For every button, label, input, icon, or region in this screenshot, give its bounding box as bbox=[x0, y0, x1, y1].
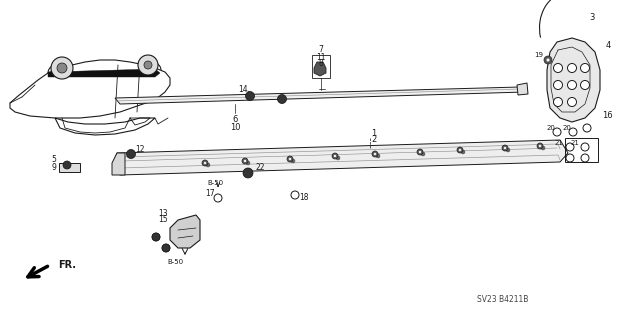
Circle shape bbox=[502, 145, 508, 151]
Text: 12: 12 bbox=[135, 145, 145, 154]
Circle shape bbox=[457, 147, 463, 153]
Circle shape bbox=[243, 168, 253, 178]
Text: 8: 8 bbox=[319, 58, 323, 68]
Circle shape bbox=[374, 153, 376, 155]
Text: 20: 20 bbox=[547, 125, 556, 131]
Circle shape bbox=[546, 58, 550, 62]
Circle shape bbox=[568, 80, 577, 90]
Text: 13: 13 bbox=[158, 209, 168, 218]
Circle shape bbox=[554, 63, 563, 72]
Circle shape bbox=[581, 143, 589, 151]
Circle shape bbox=[568, 63, 577, 72]
Circle shape bbox=[554, 98, 563, 107]
Circle shape bbox=[246, 92, 255, 100]
Polygon shape bbox=[517, 83, 528, 95]
Text: 21: 21 bbox=[571, 140, 579, 146]
Circle shape bbox=[421, 152, 425, 156]
Text: 7: 7 bbox=[319, 46, 323, 55]
Circle shape bbox=[461, 150, 465, 154]
Text: 19: 19 bbox=[534, 52, 543, 58]
Circle shape bbox=[583, 124, 591, 132]
Text: 15: 15 bbox=[158, 216, 168, 225]
Circle shape bbox=[63, 161, 71, 169]
Text: 11: 11 bbox=[316, 53, 326, 62]
Text: 4: 4 bbox=[605, 41, 611, 49]
Circle shape bbox=[206, 163, 210, 167]
Circle shape bbox=[291, 159, 295, 163]
Polygon shape bbox=[112, 153, 125, 175]
Polygon shape bbox=[48, 69, 160, 77]
Circle shape bbox=[544, 56, 552, 64]
Circle shape bbox=[419, 151, 421, 153]
Circle shape bbox=[162, 244, 170, 252]
Circle shape bbox=[336, 156, 340, 160]
Text: B-50: B-50 bbox=[207, 180, 223, 186]
Text: 1: 1 bbox=[371, 130, 376, 138]
Circle shape bbox=[580, 63, 589, 72]
Text: 10: 10 bbox=[230, 122, 240, 131]
Circle shape bbox=[202, 160, 208, 166]
Circle shape bbox=[57, 63, 67, 73]
Circle shape bbox=[566, 143, 574, 151]
Circle shape bbox=[51, 57, 73, 79]
Circle shape bbox=[568, 98, 577, 107]
Circle shape bbox=[581, 154, 589, 162]
Polygon shape bbox=[547, 38, 600, 122]
Circle shape bbox=[376, 154, 380, 158]
Circle shape bbox=[333, 155, 337, 157]
Polygon shape bbox=[55, 118, 155, 135]
Circle shape bbox=[289, 158, 291, 160]
Text: 22: 22 bbox=[255, 164, 265, 173]
Circle shape bbox=[539, 145, 541, 147]
Circle shape bbox=[580, 80, 589, 90]
Circle shape bbox=[537, 143, 543, 149]
Text: 14: 14 bbox=[238, 85, 248, 94]
Polygon shape bbox=[113, 140, 568, 175]
Text: B-50: B-50 bbox=[167, 259, 183, 265]
Circle shape bbox=[372, 151, 378, 157]
Circle shape bbox=[246, 161, 250, 165]
Circle shape bbox=[459, 149, 461, 151]
Circle shape bbox=[504, 147, 506, 149]
Circle shape bbox=[244, 160, 246, 162]
Circle shape bbox=[144, 61, 152, 69]
Circle shape bbox=[204, 162, 206, 164]
Circle shape bbox=[242, 158, 248, 164]
Circle shape bbox=[541, 146, 545, 150]
Circle shape bbox=[566, 154, 574, 162]
Circle shape bbox=[417, 149, 423, 155]
Text: 20: 20 bbox=[563, 125, 572, 131]
Circle shape bbox=[127, 150, 136, 159]
Text: SV23 B4211B: SV23 B4211B bbox=[477, 295, 529, 305]
Circle shape bbox=[152, 233, 160, 241]
Text: 16: 16 bbox=[602, 110, 612, 120]
Text: 6: 6 bbox=[232, 115, 237, 124]
Circle shape bbox=[291, 191, 299, 199]
Text: FR.: FR. bbox=[58, 260, 76, 270]
Polygon shape bbox=[170, 215, 200, 248]
Text: 17: 17 bbox=[205, 189, 215, 198]
Text: 3: 3 bbox=[589, 13, 595, 23]
Text: 9: 9 bbox=[52, 162, 56, 172]
Text: 5: 5 bbox=[52, 155, 56, 165]
Polygon shape bbox=[59, 163, 80, 172]
Circle shape bbox=[554, 80, 563, 90]
Text: 18: 18 bbox=[300, 194, 308, 203]
Polygon shape bbox=[115, 87, 525, 104]
Circle shape bbox=[287, 156, 293, 162]
Text: 21: 21 bbox=[555, 140, 563, 146]
Text: 2: 2 bbox=[371, 136, 376, 145]
Circle shape bbox=[506, 148, 510, 152]
Circle shape bbox=[332, 153, 338, 159]
Polygon shape bbox=[314, 62, 326, 76]
Circle shape bbox=[553, 128, 561, 136]
Circle shape bbox=[138, 55, 158, 75]
Polygon shape bbox=[10, 60, 170, 118]
Circle shape bbox=[569, 128, 577, 136]
Circle shape bbox=[278, 94, 287, 103]
Circle shape bbox=[214, 194, 222, 202]
